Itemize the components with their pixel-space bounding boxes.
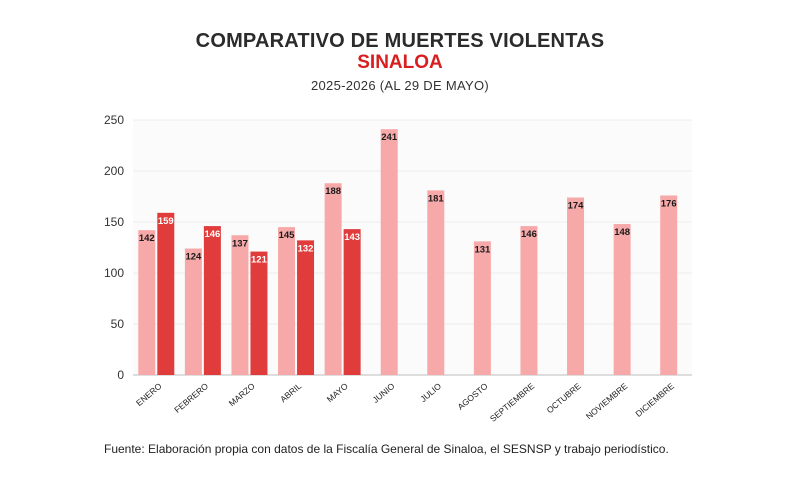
y-tick-label: 150 xyxy=(104,215,124,229)
plot-area xyxy=(133,120,692,375)
y-tick-label: 250 xyxy=(104,113,124,127)
bar xyxy=(297,240,315,375)
chart-period-subtitle: 2025-2026 (AL 29 DE MAYO) xyxy=(310,78,490,93)
data-label: 159 xyxy=(158,216,174,227)
x-tick-label: DICIEMBRE xyxy=(633,381,676,419)
bar xyxy=(660,195,678,375)
x-tick-label: ENERO xyxy=(134,381,164,408)
data-label: 176 xyxy=(661,198,677,209)
x-tick-label: MAYO xyxy=(325,381,350,405)
bar xyxy=(520,226,538,375)
y-tick-label: 50 xyxy=(111,317,125,331)
bar xyxy=(138,230,156,375)
bar xyxy=(343,229,361,375)
data-label: 181 xyxy=(428,193,445,204)
chart-region-subtitle: SINALOA xyxy=(357,52,443,73)
data-label: 188 xyxy=(325,186,341,197)
bar xyxy=(250,251,268,375)
data-label: 145 xyxy=(279,230,296,241)
data-label: 146 xyxy=(521,229,537,240)
data-label: 142 xyxy=(139,233,155,244)
x-tick-label: NOVIEMBRE xyxy=(584,381,630,422)
source-note: Fuente: Elaboración propia con datos de … xyxy=(104,442,669,456)
data-label: 174 xyxy=(568,201,585,212)
bar xyxy=(157,212,175,375)
x-tick-label: JULIO xyxy=(418,381,443,404)
bar xyxy=(567,197,585,375)
bar xyxy=(324,183,342,375)
bar xyxy=(613,224,631,375)
bar xyxy=(184,248,202,375)
bar xyxy=(278,227,296,375)
data-label: 121 xyxy=(251,255,268,266)
data-label: 124 xyxy=(185,252,202,263)
y-tick-label: 0 xyxy=(117,368,124,382)
data-label: 132 xyxy=(298,243,314,254)
bar xyxy=(203,226,221,375)
bar xyxy=(473,241,491,375)
chart-title: COMPARATIVO DE MUERTES VIOLENTAS xyxy=(195,30,605,52)
y-tick-label: 100 xyxy=(104,266,124,280)
x-tick-label: FEBRERO xyxy=(172,381,210,415)
x-tick-label: JUNIO xyxy=(371,381,397,405)
x-tick-label: SEPTIEMBRE xyxy=(488,381,537,424)
bar xyxy=(427,190,445,375)
data-label: 241 xyxy=(381,132,398,143)
bar xyxy=(380,129,398,375)
data-label: 143 xyxy=(344,232,360,243)
data-label: 148 xyxy=(614,227,630,238)
data-label: 137 xyxy=(232,238,248,249)
x-tick-label: OCTUBRE xyxy=(545,381,584,416)
x-tick-label: MARZO xyxy=(227,381,257,409)
bar xyxy=(231,235,249,375)
x-tick-label: AGOSTO xyxy=(455,381,489,412)
data-label: 146 xyxy=(204,229,220,240)
x-tick-label: ABRIL xyxy=(278,381,303,405)
data-label: 131 xyxy=(474,244,491,255)
y-tick-label: 200 xyxy=(104,164,124,178)
